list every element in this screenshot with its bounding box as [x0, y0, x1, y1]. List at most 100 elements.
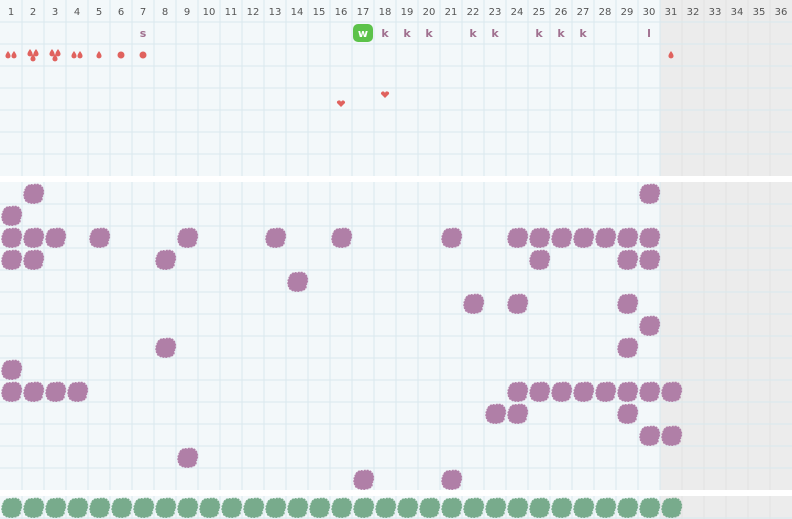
blob — [595, 227, 617, 248]
day-number: 24 — [511, 7, 524, 18]
drop-icon — [71, 51, 77, 59]
blob — [23, 249, 45, 270]
drop-icon — [30, 54, 36, 62]
blob — [45, 227, 67, 248]
day-number: 5 — [96, 7, 102, 18]
blob — [617, 497, 639, 518]
day-number: 8 — [162, 7, 168, 18]
day-number: 30 — [643, 7, 656, 18]
day-number: 2 — [30, 7, 36, 18]
day-number: 16 — [335, 7, 348, 18]
blob — [441, 469, 463, 490]
blob — [45, 497, 67, 518]
blob — [485, 403, 507, 424]
blob — [1, 227, 23, 248]
blob — [573, 227, 595, 248]
blob — [243, 497, 265, 518]
blob — [485, 497, 507, 518]
blob — [309, 497, 331, 518]
day-number: 10 — [203, 7, 216, 18]
drop-icon — [77, 51, 83, 59]
blob — [617, 293, 639, 314]
drop-icon — [5, 51, 11, 59]
drop-icon — [55, 49, 61, 57]
day-number: 14 — [291, 7, 304, 18]
blob — [573, 381, 595, 402]
blob — [639, 183, 661, 204]
drop-icon — [96, 51, 102, 59]
day-number: 3 — [52, 7, 58, 18]
blob — [573, 497, 595, 518]
blob — [221, 497, 243, 518]
blob — [595, 497, 617, 518]
blob — [397, 497, 419, 518]
blob — [133, 497, 155, 518]
blob — [661, 381, 683, 402]
blob — [155, 497, 177, 518]
blob — [639, 497, 661, 518]
day-number: 11 — [225, 7, 238, 18]
mark-letter: k — [381, 27, 389, 40]
day-number: 32 — [687, 7, 700, 18]
mark-letter: k — [491, 27, 499, 40]
blob — [1, 359, 23, 380]
drop-icon — [52, 54, 58, 62]
day-number: 7 — [140, 7, 146, 18]
day-number: 9 — [184, 7, 190, 18]
dot-icon — [117, 51, 125, 59]
day-number: 12 — [247, 7, 260, 18]
blob — [89, 227, 111, 248]
blob — [199, 497, 221, 518]
blob — [639, 315, 661, 336]
day-number: 21 — [445, 7, 458, 18]
blob — [67, 497, 89, 518]
blob — [551, 381, 573, 402]
day-number: 17 — [357, 7, 370, 18]
blob — [551, 497, 573, 518]
blob — [1, 205, 23, 226]
day-number: 26 — [555, 7, 568, 18]
dot-icon — [139, 51, 147, 59]
blob — [529, 381, 551, 402]
day-number: 28 — [599, 7, 612, 18]
blob — [353, 497, 375, 518]
blob — [507, 293, 529, 314]
blob — [639, 425, 661, 446]
blob — [617, 337, 639, 358]
blob — [419, 497, 441, 518]
mark-letter: k — [469, 27, 477, 40]
day-number: 25 — [533, 7, 546, 18]
blob — [441, 497, 463, 518]
blob — [463, 497, 485, 518]
blob — [1, 497, 23, 518]
blob — [287, 271, 309, 292]
day-number: 35 — [753, 7, 766, 18]
drop-icon — [11, 51, 17, 59]
blob — [67, 381, 89, 402]
day-number: 29 — [621, 7, 634, 18]
heart-icon — [380, 91, 390, 98]
blob — [463, 293, 485, 314]
day-number: 31 — [665, 7, 678, 18]
day-number: 4 — [74, 7, 80, 18]
blob — [507, 381, 529, 402]
mark-letter: l — [647, 27, 651, 40]
mark-letter: w — [358, 27, 368, 40]
day-number: 34 — [731, 7, 744, 18]
blob — [1, 249, 23, 270]
blob — [23, 183, 45, 204]
blob — [287, 497, 309, 518]
day-number: 20 — [423, 7, 436, 18]
blob — [639, 381, 661, 402]
blob — [617, 249, 639, 270]
blob — [155, 249, 177, 270]
blob — [639, 227, 661, 248]
blob — [529, 497, 551, 518]
day-number: 18 — [379, 7, 392, 18]
blob — [1, 381, 23, 402]
day-number: 22 — [467, 7, 480, 18]
drop-icon — [27, 49, 33, 57]
mark-letter: s — [140, 27, 147, 40]
badge — [353, 24, 373, 42]
day-number: 15 — [313, 7, 326, 18]
